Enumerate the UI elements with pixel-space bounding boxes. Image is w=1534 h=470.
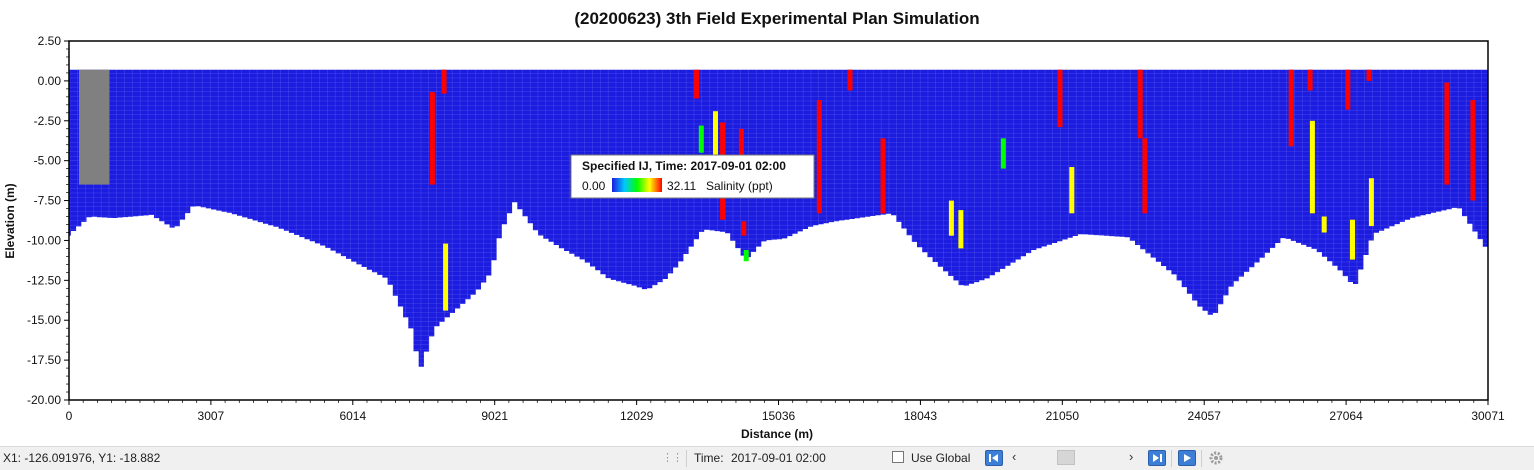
salinity-column <box>1069 167 1075 214</box>
salinity-column <box>694 69 700 99</box>
salinity-column <box>1137 69 1143 139</box>
salinity-column <box>1470 100 1476 201</box>
salinity-column <box>880 138 886 214</box>
time-slider-thumb[interactable] <box>1057 450 1075 465</box>
use-global-checkbox[interactable] <box>892 451 904 463</box>
salinity-column <box>1368 178 1374 227</box>
salinity-column <box>713 111 718 164</box>
time-label: Time: <box>694 451 724 465</box>
step-forward-icon[interactable]: › <box>1129 449 1134 464</box>
time-value: 2017-09-01 02:00 <box>731 451 826 465</box>
colorbar-variable: Salinity (ppt) <box>706 179 773 193</box>
colorbar-max-label: 32.11 <box>667 179 696 193</box>
salinity-column <box>441 69 447 94</box>
step-back-icon[interactable]: ‹ <box>1012 449 1017 464</box>
colorbar-legend: Specified IJ, Time: 2017-09-01 02:00 0.0… <box>570 154 815 199</box>
cursor-coordinates: X1: -126.091976, Y1: -18.882 <box>3 451 161 465</box>
salinity-column <box>741 221 747 236</box>
salinity-column <box>1444 82 1450 185</box>
status-bar: X1: -126.091976, Y1: -18.882 ⋮⋮ Time: 20… <box>0 446 1534 470</box>
play-icon <box>1184 454 1191 462</box>
x-tick-label: 24057 <box>1188 409 1222 423</box>
status-separator <box>1201 450 1202 467</box>
last-frame-button[interactable] <box>1148 450 1166 466</box>
status-separator <box>1171 450 1172 467</box>
resize-grip-icon[interactable]: ⋮⋮ <box>662 452 683 464</box>
x-tick-label: 12029 <box>620 409 654 423</box>
dry-cells-region <box>79 69 110 185</box>
salinity-column <box>429 92 435 185</box>
gear-icon <box>1209 451 1223 465</box>
salinity-column <box>1142 138 1148 214</box>
y-tick-label: -12.50 <box>27 273 61 287</box>
y-tick-label: -15.00 <box>27 313 61 327</box>
first-frame-button[interactable] <box>985 450 1003 466</box>
y-tick-label: -2.50 <box>34 114 62 128</box>
y-axis-label: Elevation (m) <box>3 183 17 258</box>
y-tick-label: -17.50 <box>27 353 61 367</box>
salinity-column <box>1366 69 1372 81</box>
y-tick-label: -10.00 <box>27 233 61 247</box>
salinity-column <box>1307 69 1313 91</box>
salinity-column <box>948 200 954 236</box>
y-tick-label: 2.50 <box>38 34 62 48</box>
x-tick-label: 21050 <box>1046 409 1080 423</box>
salinity-column <box>1288 69 1294 147</box>
salinity-column <box>1057 69 1063 128</box>
salinity-column <box>743 250 749 262</box>
settings-button[interactable] <box>1207 450 1225 466</box>
model-grid-lines <box>69 69 1488 367</box>
x-tick-label: 0 <box>66 409 73 423</box>
skip-to-start-icon <box>989 454 998 462</box>
salinity-column <box>1321 216 1327 233</box>
salinity-column <box>1345 69 1351 110</box>
x-tick-label: 18043 <box>904 409 938 423</box>
x-tick-label: 15036 <box>762 409 796 423</box>
x-tick-label: 30071 <box>1471 409 1505 423</box>
salinity-column <box>443 243 449 311</box>
salinity-column <box>698 125 704 153</box>
salinity-column <box>816 100 822 214</box>
salinity-column <box>847 69 853 91</box>
salinity-column <box>958 210 964 249</box>
status-separator <box>686 450 687 467</box>
x-tick-label: 6014 <box>339 409 366 423</box>
salinity-profile-chart: (20200623) 3th Field Experimental Plan S… <box>3 9 1505 441</box>
chart-title: (20200623) 3th Field Experimental Plan S… <box>574 9 979 28</box>
salinity-column <box>1309 120 1315 214</box>
colorbar-gradient <box>612 178 662 192</box>
x-tick-label: 9021 <box>481 409 508 423</box>
salinity-column <box>1000 138 1006 169</box>
y-tick-label: -7.50 <box>34 194 62 208</box>
skip-to-end-icon <box>1153 454 1162 462</box>
play-button[interactable] <box>1178 450 1196 466</box>
colorbar-caption: Specified IJ, Time: 2017-09-01 02:00 <box>582 159 786 173</box>
time-slider[interactable] <box>1022 453 1134 463</box>
x-tick-label: 27064 <box>1329 409 1363 423</box>
y-tick-label: 0.00 <box>38 74 62 88</box>
x-axis-label: Distance (m) <box>741 427 813 441</box>
salinity-column <box>1350 219 1355 260</box>
salinity-column <box>738 128 744 166</box>
y-tick-label: -20.00 <box>27 393 61 407</box>
use-global-label: Use Global <box>911 451 971 465</box>
y-tick-label: -5.00 <box>34 154 62 168</box>
x-tick-label: 3007 <box>198 409 225 423</box>
colorbar-min-label: 0.00 <box>582 179 606 193</box>
